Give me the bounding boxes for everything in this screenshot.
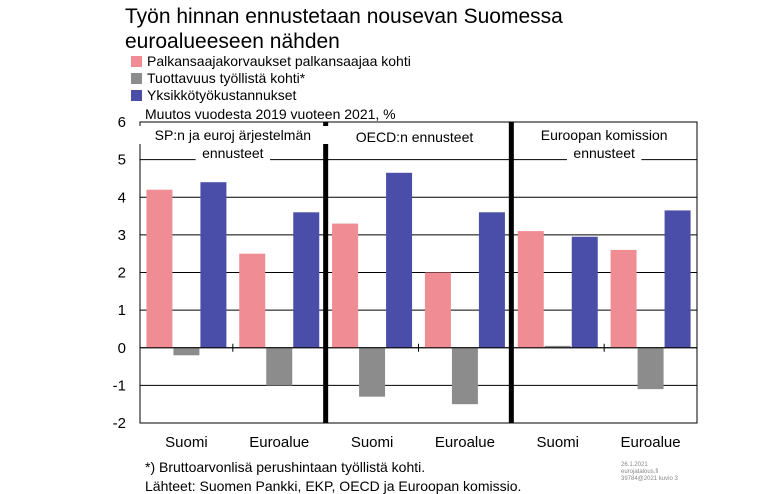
- bar-series2-suomi: [173, 347, 200, 356]
- legend-swatch-2: [131, 73, 142, 84]
- y-tick-label: 5: [118, 152, 126, 169]
- legend-swatch-3: [131, 90, 142, 101]
- group-label: Euroopan komission: [541, 127, 668, 143]
- bar-series3-suomi: [571, 236, 598, 348]
- bar-series3-euroalue: [293, 212, 320, 348]
- group-label-bg: [532, 126, 676, 144]
- meta-date: 26.1.2021: [621, 462, 648, 468]
- meta-id: 39784@2021 kuvio 3: [621, 476, 678, 482]
- group-label-bg: [566, 144, 642, 162]
- y-tick-label: -1: [113, 377, 126, 394]
- sources-note: Lähteet: Suomen Pankki, EKP, OECD ja Eur…: [145, 478, 522, 494]
- group-label-bg: [195, 144, 271, 162]
- bar-series1-suomi: [332, 223, 359, 348]
- bar-series2-suomi: [544, 345, 571, 348]
- legend: Palkansaajakorvaukset palkansaajaa kohti…: [131, 53, 411, 104]
- y-tick-label: 2: [118, 265, 126, 282]
- bar-series1-euroalue: [239, 253, 266, 348]
- meta-info: 26.1.2021 eurojatalous.fi 39784@2021 kuv…: [621, 462, 678, 483]
- chart-subtitle: Muutos vuodesta 2019 vuoteen 2021, %: [145, 106, 396, 122]
- bar-series3-suomi: [200, 182, 227, 348]
- footnote: *) Bruttoarvonlisä perushintaan työllist…: [145, 459, 426, 475]
- x-category-label: Suomi: [536, 434, 579, 451]
- bar-series2-euroalue: [637, 347, 664, 390]
- x-category-label: Euroalue: [435, 434, 495, 451]
- bar-series1-suomi: [146, 189, 173, 348]
- legend-item-1: Palkansaajakorvaukset palkansaajaa kohti: [131, 53, 411, 70]
- legend-item-2: Tuottavuus työllistä kohti*: [131, 70, 411, 87]
- group-label-bg: [134, 126, 331, 144]
- legend-item-3: Yksikkötyökustannukset: [131, 87, 411, 104]
- y-tick-label: 3: [118, 227, 126, 244]
- x-category-label: Euroalue: [249, 434, 309, 451]
- bar-series3-euroalue: [478, 212, 505, 348]
- x-category-label: Suomi: [165, 434, 208, 451]
- bar-series2-suomi: [359, 347, 386, 397]
- bar-series1-suomi: [517, 231, 544, 348]
- group-label-bg: [350, 128, 479, 146]
- bar-series2-euroalue: [266, 347, 293, 386]
- y-tick-label: -2: [113, 415, 126, 432]
- group-label: ennusteet: [202, 145, 264, 161]
- y-tick-label: 4: [118, 189, 126, 206]
- bar-series3-suomi: [386, 172, 413, 348]
- legend-swatch-1: [131, 56, 142, 67]
- group-label: SP:n ja euroj ärjestelmän: [155, 127, 311, 143]
- x-category-label: Euroalue: [621, 434, 681, 451]
- chart-title: Työn hinnan ennustetaan nousevan Suomess…: [125, 5, 563, 53]
- y-tick-label: 6: [118, 114, 126, 131]
- meta-site: eurojatalous.fi: [621, 469, 659, 475]
- y-tick-label: 0: [118, 340, 126, 357]
- bar-series2-euroalue: [451, 347, 478, 405]
- legend-label-3: Yksikkötyökustannukset: [147, 87, 297, 103]
- group-label: OECD:n ennusteet: [356, 129, 474, 145]
- legend-label-2: Tuottavuus työllistä kohti*: [147, 70, 306, 86]
- group-label: ennusteet: [573, 145, 635, 161]
- x-category-label: Suomi: [351, 434, 394, 451]
- bar-series1-euroalue: [610, 249, 637, 348]
- legend-label-1: Palkansaajakorvaukset palkansaajaa kohti: [147, 53, 411, 69]
- plot-frame: [139, 121, 698, 424]
- y-tick-label: 1: [118, 302, 126, 319]
- bar-series3-euroalue: [664, 210, 691, 348]
- bar-series1-euroalue: [424, 272, 451, 348]
